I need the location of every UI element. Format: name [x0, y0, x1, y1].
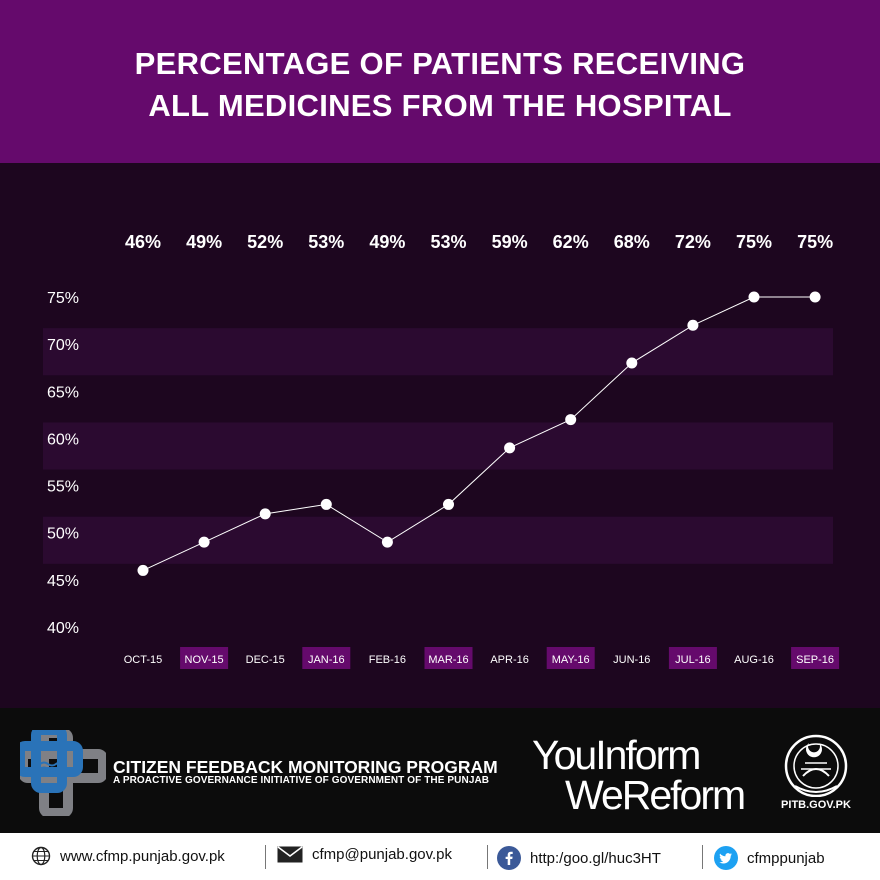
- category-label: AUG-16: [734, 654, 774, 666]
- data-point: [198, 536, 210, 548]
- value-label: 72%: [675, 232, 711, 252]
- value-label: 49%: [186, 232, 222, 252]
- value-label: 75%: [736, 232, 772, 252]
- footer: CITIZEN FEEDBACK MONITORING PROGRAM A PR…: [0, 708, 880, 833]
- globe-icon: [31, 846, 51, 866]
- facebook-icon: [497, 846, 521, 870]
- value-label: 75%: [797, 232, 833, 252]
- website-contact[interactable]: www.cfmp.punjab.gov.pk: [31, 846, 225, 866]
- category-label: MAR-16: [428, 654, 468, 666]
- envelope-icon: [277, 846, 303, 863]
- chart-title: PERCENTAGE OF PATIENTS RECEIVING ALL MED…: [0, 43, 880, 127]
- twitter-contact[interactable]: cfmppunjab: [714, 846, 825, 870]
- data-point: [626, 357, 638, 369]
- header-banner: PERCENTAGE OF PATIENTS RECEIVING ALL MED…: [0, 0, 880, 163]
- email-contact[interactable]: cfmp@punjab.gov.pk: [277, 846, 452, 863]
- data-point: [137, 564, 149, 576]
- background-band: [43, 422, 833, 470]
- pitb-website-label: PITB.GOV.PK: [781, 799, 851, 811]
- slogan-line-1: YouInform: [532, 732, 701, 778]
- category-label-highlight: [668, 647, 717, 669]
- program-title: CITIZEN FEEDBACK MONITORING PROGRAM: [113, 757, 498, 777]
- category-label: OCT-15: [124, 654, 163, 666]
- data-point: [504, 442, 516, 454]
- category-label: DEC-15: [246, 654, 285, 666]
- category-label: APR-16: [490, 654, 529, 666]
- data-point: [809, 291, 821, 303]
- category-label-highlight: [791, 647, 840, 669]
- facebook-contact[interactable]: http:/goo.gl/huc3HT: [497, 846, 661, 870]
- y-tick-label: 75%: [47, 290, 79, 307]
- value-label: 53%: [430, 232, 466, 252]
- y-tick-label: 65%: [47, 384, 79, 401]
- pitb-seal-icon: [784, 734, 848, 797]
- y-tick-label: 50%: [47, 526, 79, 543]
- data-point: [565, 414, 577, 426]
- program-subtitle: A PROACTIVE GOVERNANCE INITIATIVE OF GOV…: [113, 775, 490, 786]
- background-band: [43, 328, 833, 376]
- contact-divider: [487, 845, 488, 869]
- category-label-highlight: [302, 647, 351, 669]
- data-point: [320, 498, 332, 510]
- chart-area: 40% 45% 50% 55% 60% 65% 70% 75% 46% OCT-15 49% NOV-…: [0, 163, 880, 708]
- value-label: 53%: [308, 232, 344, 252]
- category-label: JUN-16: [613, 654, 650, 666]
- category-label: SEP-16: [796, 654, 834, 666]
- email-link[interactable]: cfmp@punjab.gov.pk: [312, 846, 453, 863]
- data-point: [259, 508, 271, 520]
- category-label: JUL-16: [675, 654, 710, 666]
- y-tick-label: 70%: [47, 337, 79, 354]
- y-tick-label: 45%: [47, 573, 79, 590]
- chart-title-line-2: ALL MEDICINES FROM THE HOSPITAL: [148, 88, 732, 123]
- category-label-highlight: [424, 647, 473, 669]
- category-label-highlight: [180, 647, 229, 669]
- contact-divider: [702, 845, 703, 869]
- cfmp-logo-icon: [20, 730, 106, 816]
- value-label: 46%: [125, 232, 161, 252]
- category-label: FEB-16: [369, 654, 406, 666]
- chart-title-line-1: PERCENTAGE OF PATIENTS RECEIVING: [134, 46, 746, 81]
- y-tick-label: 60%: [47, 431, 79, 448]
- value-label: 62%: [553, 232, 589, 252]
- series-line: [142, 296, 816, 571]
- twitter-icon: [714, 846, 738, 870]
- data-point: [748, 291, 760, 303]
- facebook-link[interactable]: http:/goo.gl/huc3HT: [530, 849, 661, 867]
- y-tick-label: 55%: [47, 479, 79, 496]
- line-chart: 40% 45% 50% 55% 60% 65% 70% 75% 46% OCT-15 49% NOV-…: [43, 232, 840, 669]
- category-label: MAY-16: [552, 654, 590, 666]
- value-label: 52%: [247, 232, 283, 252]
- category-label: NOV-15: [185, 654, 224, 666]
- value-label: 49%: [369, 232, 405, 252]
- contact-divider: [265, 845, 266, 869]
- y-tick-label: 40%: [47, 620, 79, 637]
- slogan-line-2: WeReform: [565, 772, 746, 818]
- category-label: JAN-16: [308, 654, 345, 666]
- data-point: [443, 498, 454, 510]
- value-label: 68%: [614, 232, 650, 252]
- category-label-highlight: [546, 647, 595, 669]
- background-band: [43, 516, 833, 564]
- twitter-link[interactable]: cfmppunjab: [747, 849, 825, 867]
- value-label: 59%: [492, 232, 528, 252]
- data-point: [381, 536, 393, 548]
- website-link[interactable]: www.cfmp.punjab.gov.pk: [60, 847, 225, 865]
- data-point: [687, 319, 699, 331]
